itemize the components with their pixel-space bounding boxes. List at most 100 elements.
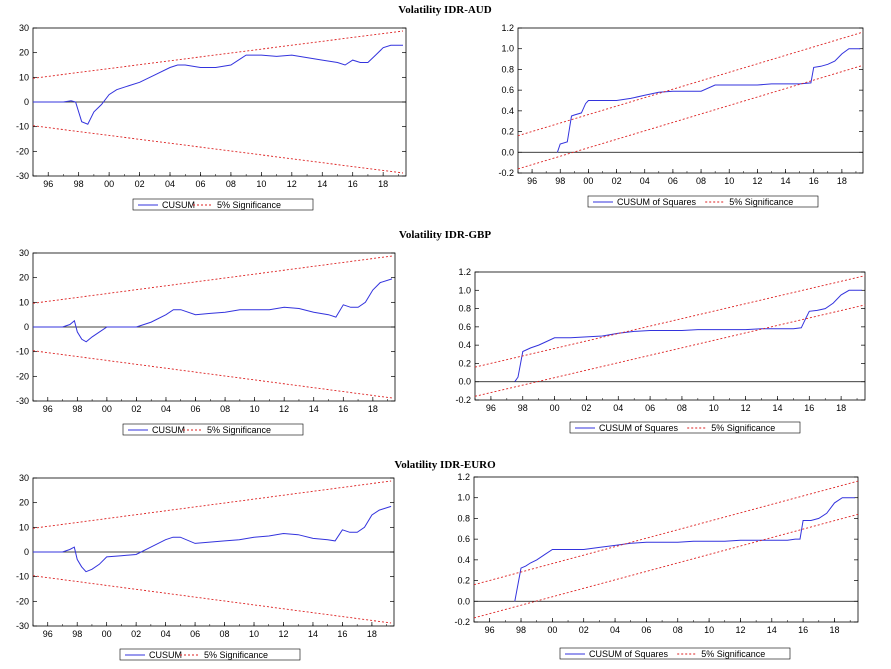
x-tick-label: 98 <box>74 179 84 189</box>
x-tick-label: 12 <box>287 179 297 189</box>
y-tick-label: 1.2 <box>501 23 514 33</box>
chart-3: 1.2 1.0 0.8 0.6 0.4 0.2 0.0 -0.2 96 98 00 02 04 06 08 1… <box>455 267 866 434</box>
chart-0: 30 20 10 0 -10 -20 -30 96 98 00 02 04 06 08 10 12 14 16 18… <box>16 23 407 211</box>
y-tick-label: -20 <box>16 146 29 156</box>
x-tick-label: 04 <box>613 403 623 413</box>
x-tick-label: 00 <box>104 179 114 189</box>
upper-bound-line <box>474 275 866 368</box>
y-tick-label: -10 <box>16 572 29 582</box>
y-tick-label: 30 <box>19 248 29 258</box>
x-tick-label: 14 <box>317 179 327 189</box>
statistic-line <box>33 278 393 343</box>
plot-frame <box>474 271 866 401</box>
y-tick-label: 1.0 <box>458 285 471 295</box>
x-tick-label: 08 <box>677 403 687 413</box>
y-tick-label: 0.4 <box>457 555 470 565</box>
legend: CUSUM of Squares 5% Significance <box>559 647 791 660</box>
x-tick-label: 12 <box>741 403 751 413</box>
y-tick-label: 0.0 <box>457 596 470 606</box>
chart-1: 1.2 1.0 0.8 0.6 0.4 0.2 0.0 -0.2 96 98 00 02 04 06 08 1… <box>498 23 864 208</box>
x-tick-label: 10 <box>249 629 259 639</box>
y-tick-label: 1.0 <box>457 493 470 503</box>
x-tick-label: 96 <box>527 176 537 186</box>
legend-label-significance: 5% Significance <box>207 425 271 435</box>
x-tick-label: 08 <box>673 625 683 635</box>
y-tick-label: 10 <box>19 522 29 532</box>
x-tick-label: 96 <box>43 179 53 189</box>
x-tick-label: 04 <box>610 625 620 635</box>
row-title-euro: Volatility IDR-EURO <box>394 459 496 471</box>
y-tick-label: -10 <box>16 347 29 357</box>
legend-label-statistic: CUSUM <box>162 200 195 210</box>
x-tick-label: 02 <box>579 625 589 635</box>
legend-label-significance: 5% Significance <box>204 650 268 660</box>
x-tick-label: 12 <box>752 176 762 186</box>
y-tick-label: 0.6 <box>501 85 514 95</box>
legend-label-significance: 5% Significance <box>711 423 775 433</box>
y-tick-label: 10 <box>19 72 29 82</box>
statistic-line <box>556 48 861 153</box>
x-tick-label: 04 <box>165 179 175 189</box>
upper-bound-line <box>473 480 859 586</box>
legend-box <box>569 421 801 434</box>
x-tick-label: 12 <box>279 404 289 414</box>
x-tick-label: 16 <box>804 403 814 413</box>
x-tick-label: 04 <box>161 404 171 414</box>
y-tick-label: 20 <box>19 48 29 58</box>
legend: CUSUM 5% Significance <box>132 198 314 211</box>
upper-bound-line <box>32 480 392 529</box>
x-tick-label: 18 <box>837 176 847 186</box>
y-tick-label: -30 <box>16 396 29 406</box>
x-tick-label: 00 <box>583 176 593 186</box>
x-tick-label: 18 <box>367 629 377 639</box>
x-tick-label: 00 <box>547 625 557 635</box>
x-tick-label: 96 <box>43 404 53 414</box>
y-tick-label: 0 <box>24 322 29 332</box>
y-tick-label: -30 <box>16 171 29 181</box>
legend-box <box>559 647 791 660</box>
x-tick-label: 06 <box>191 404 201 414</box>
upper-bound-line <box>517 31 864 137</box>
x-tick-label: 08 <box>226 179 236 189</box>
legend-label-statistic: CUSUM <box>149 650 182 660</box>
x-tick-label: 96 <box>486 403 496 413</box>
y-tick-label: 0.2 <box>458 358 471 368</box>
chart-5: 1.2 1.0 0.8 0.6 0.4 0.2 0.0 -0.2 96 98 00 02 04 06 08 1… <box>454 472 859 660</box>
x-tick-label: 06 <box>668 176 678 186</box>
y-tick-label: 0.6 <box>458 322 471 332</box>
x-tick-label: 10 <box>256 179 266 189</box>
statistic-line <box>514 497 855 602</box>
y-tick-label: 1.2 <box>457 472 470 482</box>
x-tick-label: 06 <box>190 629 200 639</box>
lower-bound-line <box>517 64 864 170</box>
x-tick-label: 14 <box>308 629 318 639</box>
y-tick-label: 0.2 <box>501 127 514 137</box>
y-tick-label: 0.0 <box>501 147 514 157</box>
x-tick-label: 08 <box>220 404 230 414</box>
chart-4: 30 20 10 0 -10 -20 -30 96 98 00 02 04 06 08 10 12 14 16 18… <box>16 473 395 661</box>
x-tick-label: 02 <box>131 629 141 639</box>
y-tick-label: 0.8 <box>457 513 470 523</box>
y-tick-label: 30 <box>19 473 29 483</box>
x-tick-label: 18 <box>378 179 388 189</box>
x-tick-label: 12 <box>278 629 288 639</box>
y-tick-label: -10 <box>16 122 29 132</box>
legend-label-statistic: CUSUM of Squares <box>589 649 669 659</box>
legend-box <box>587 195 819 208</box>
lower-bound-line <box>32 125 404 174</box>
y-tick-label: 0.6 <box>457 534 470 544</box>
x-tick-label: 18 <box>836 403 846 413</box>
row-title-aud: Volatility IDR-AUD <box>398 4 491 16</box>
y-tick-label: 0.0 <box>458 377 471 387</box>
upper-bound-line <box>32 255 393 304</box>
y-tick-label: 1.0 <box>501 44 514 54</box>
x-tick-label: 18 <box>368 404 378 414</box>
statistic-line <box>33 44 403 125</box>
lower-bound-line <box>32 575 392 624</box>
y-tick-label: -0.2 <box>498 168 514 178</box>
x-tick-label: 98 <box>72 404 82 414</box>
chart-2: 30 20 10 0 -10 -20 -30 96 98 00 02 04 06 08 10 12 14 16 18… <box>16 248 396 436</box>
y-tick-label: 0.8 <box>501 64 514 74</box>
x-tick-label: 96 <box>43 629 53 639</box>
